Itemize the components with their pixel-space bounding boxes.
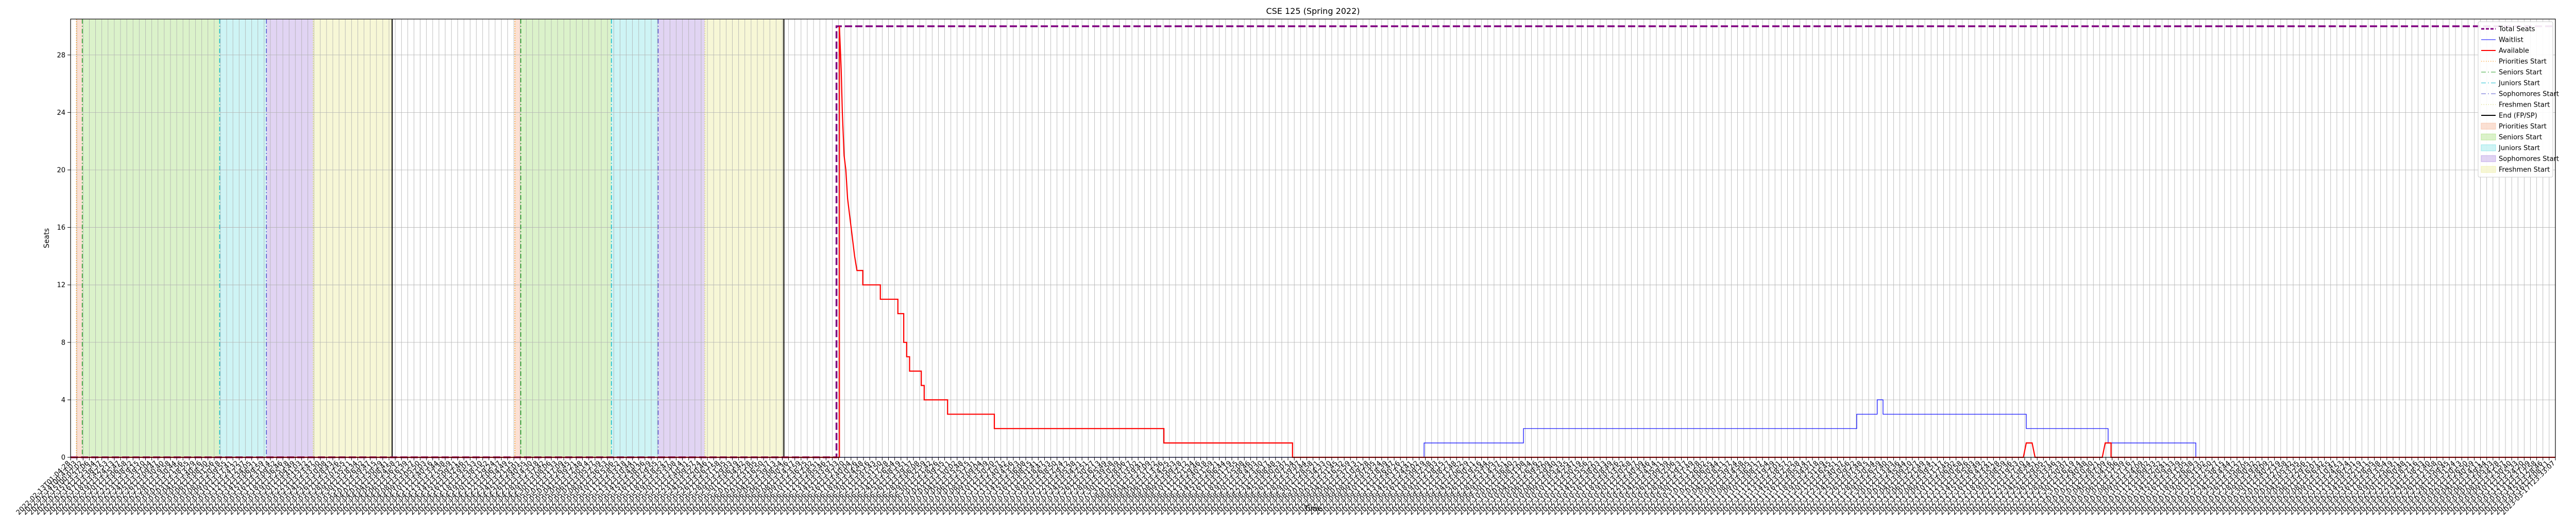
- legend-label-end-fp-sp-: End (FP/SP): [2499, 112, 2537, 120]
- y-tick-label: 0: [61, 454, 65, 462]
- period-marker-lines: [76, 19, 785, 457]
- span-juniors-start-0: [219, 19, 267, 457]
- legend-label-juniors-start: Juniors Start: [2498, 80, 2540, 88]
- legend: Total Seats Waitlist Available Priorities S…: [2478, 21, 2559, 178]
- legend-patch-juniors-start: [2481, 144, 2496, 151]
- span-priorities-start-0: [76, 19, 82, 457]
- span-freshmen-start-0: [313, 19, 393, 457]
- legend-label-seniors-start: Seniors Start: [2499, 134, 2542, 142]
- series-waitlist: [71, 399, 2555, 458]
- y-tick-label: 28: [57, 52, 65, 59]
- y-tick-label: 16: [57, 224, 65, 232]
- series-available: [71, 26, 2555, 458]
- y-tick-label: 8: [61, 339, 65, 347]
- y-axis-label: Seats: [43, 228, 51, 248]
- legend-label-available: Available: [2499, 47, 2529, 55]
- legend-label-sophomores-start: Sophomores Start: [2499, 91, 2559, 98]
- span-freshmen-start-1: [705, 19, 784, 457]
- legend-label-juniors-start: Juniors Start: [2498, 145, 2540, 152]
- y-tick-label: 24: [57, 109, 65, 117]
- legend-label-total-seats: Total Seats: [2498, 26, 2535, 33]
- span-priorities-start-1: [515, 19, 521, 457]
- legend-patch-freshmen-start: [2481, 166, 2496, 173]
- chart-title: CSE 125 (Spring 2022): [1266, 6, 1360, 16]
- legend-label-seniors-start: Seniors Start: [2499, 69, 2542, 77]
- x-axis-label: Time: [1303, 505, 1321, 513]
- legend-label-priorities-start: Priorities Start: [2499, 123, 2547, 131]
- y-tick-label: 4: [61, 397, 65, 404]
- span-seniors-start-1: [520, 19, 612, 457]
- span-seniors-start-0: [82, 19, 220, 457]
- x-axis-ticks: 2022-02-13T01:04:282022-02-14T00:43:0320…: [15, 457, 2557, 515]
- legend-patch-priorities-start: [2481, 123, 2496, 130]
- legend-box: [2478, 21, 2553, 178]
- legend-label-priorities-start: Priorities Start: [2499, 58, 2547, 66]
- y-tick-label: 20: [57, 166, 65, 174]
- y-axis-ticks: 0 4 8 12 16 20 24 28: [57, 52, 71, 462]
- enrollment-period-spans: [76, 19, 784, 457]
- y-tick-label: 12: [57, 282, 65, 289]
- legend-label-freshmen-start: Freshmen Start: [2499, 166, 2550, 174]
- legend-patch-seniors-start: [2481, 133, 2496, 141]
- span-juniors-start-1: [611, 19, 658, 457]
- grid-lines: [70, 19, 2556, 458]
- legend-label-waitlist: Waitlist: [2499, 37, 2523, 44]
- legend-label-freshmen-start: Freshmen Start: [2499, 101, 2550, 109]
- legend-label-sophomores-start: Sophomores Start: [2499, 156, 2559, 163]
- legend-patch-sophomores-start: [2481, 155, 2496, 162]
- span-sophomores-start-0: [266, 19, 313, 457]
- span-sophomores-start-1: [658, 19, 705, 457]
